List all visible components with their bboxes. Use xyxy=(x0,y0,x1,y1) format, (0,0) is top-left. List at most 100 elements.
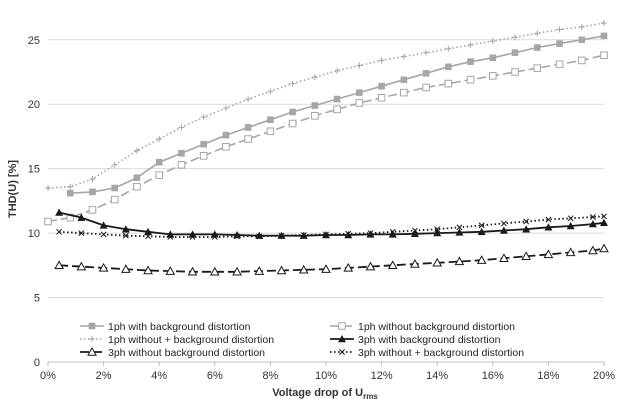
marker-triangle-open xyxy=(343,262,354,272)
marker-square-filled xyxy=(578,36,586,44)
marker-square-filled xyxy=(400,76,408,84)
legend-entry: 1ph without background distortion xyxy=(330,321,515,333)
marker-square-open xyxy=(88,206,97,214)
marker-square-filled xyxy=(489,54,497,62)
x-tick-label: 2% xyxy=(96,370,112,382)
marker-x xyxy=(78,230,85,237)
legend-label: 3ph with background distortion xyxy=(358,334,501,346)
marker-triangle-filled xyxy=(477,227,486,236)
marker-square-filled xyxy=(66,189,74,197)
marker-x xyxy=(367,230,374,237)
marker-triangle-open xyxy=(432,257,443,267)
series-line xyxy=(70,35,605,194)
legend-label: 1ph without background distortion xyxy=(358,321,515,333)
marker-square-open xyxy=(400,88,408,97)
x-tick-label: 14% xyxy=(426,370,448,382)
marker-square-filled xyxy=(356,89,363,96)
marker-x xyxy=(545,216,552,223)
marker-x xyxy=(478,222,485,229)
marker-plus xyxy=(356,62,363,69)
marker-triangle-open xyxy=(410,259,420,268)
y-tick-label: 15 xyxy=(28,164,40,176)
marker-plus xyxy=(267,88,274,95)
marker-x xyxy=(345,230,352,237)
marker-triangle-open xyxy=(298,264,309,274)
marker-plus xyxy=(512,34,519,41)
marker-x xyxy=(389,228,396,235)
marker-square-open xyxy=(177,161,186,169)
marker-square-open xyxy=(489,72,497,80)
marker-square-open xyxy=(577,56,586,65)
marker-square-open xyxy=(44,217,52,226)
marker-square-open xyxy=(311,112,319,120)
marker-square-filled xyxy=(445,63,452,71)
marker-triangle-open xyxy=(454,256,465,266)
marker-triangle-filled xyxy=(166,230,175,238)
marker-triangle-filled xyxy=(55,208,64,216)
marker-triangle-filled xyxy=(255,231,264,239)
marker-triangle-filled xyxy=(588,220,597,228)
legend: 1ph with background distortion 1ph withou… xyxy=(80,321,524,359)
marker-x xyxy=(278,232,285,239)
marker-square-open xyxy=(555,60,564,69)
marker-triangle-open xyxy=(87,346,97,356)
marker-plus xyxy=(178,124,185,131)
y-tick-label: 10 xyxy=(28,228,40,240)
series-group xyxy=(56,213,607,240)
marker-square-open xyxy=(155,171,163,179)
marker-triangle-filled xyxy=(99,221,108,229)
y-tick-label: 25 xyxy=(28,35,40,47)
x-tick-label: 0% xyxy=(40,370,56,382)
marker-square-filled xyxy=(311,102,319,109)
marker-x xyxy=(122,232,129,239)
marker-triangle-open xyxy=(209,266,220,276)
series-line xyxy=(59,215,605,238)
marker-square-filled xyxy=(289,108,296,116)
marker-square-open xyxy=(266,127,275,136)
marker-square-open xyxy=(533,64,542,72)
legend-entry: 3ph without + background distortion xyxy=(330,347,524,359)
marker-triangle-open xyxy=(165,266,176,275)
x-tick-label: 10% xyxy=(315,370,337,382)
marker-plus xyxy=(423,49,430,56)
x-tick-label: 8% xyxy=(262,370,278,382)
legend-entry: 1ph with background distortion xyxy=(80,321,251,333)
marker-triangle-filled xyxy=(600,218,608,226)
marker-x xyxy=(434,226,441,233)
marker-square-filled xyxy=(422,69,430,77)
marker-plus xyxy=(445,45,452,52)
marker-square-open xyxy=(288,119,297,128)
marker-x xyxy=(523,218,530,225)
marker-square-filled xyxy=(155,158,163,166)
marker-square-filled xyxy=(467,58,474,65)
marker-square-open xyxy=(511,68,519,76)
x-tick-label: 6% xyxy=(207,370,223,382)
marker-plus xyxy=(467,41,474,48)
marker-square-filled xyxy=(556,40,563,47)
marker-plus xyxy=(601,20,607,27)
gridlines xyxy=(48,39,604,299)
marker-square-filled xyxy=(511,49,519,56)
marker-triangle-open xyxy=(365,261,376,271)
marker-triangle-open xyxy=(187,266,198,276)
marker-plus xyxy=(489,38,496,45)
x-tick-labels: 0% 2% 4% 6% 8% 10% 12% 14% 16% 18% 20% xyxy=(40,362,615,382)
series-group xyxy=(45,20,607,191)
marker-triangle-open xyxy=(476,255,487,264)
marker-plus xyxy=(378,57,385,64)
marker-square-filled xyxy=(600,32,608,40)
marker-plus xyxy=(200,114,207,121)
marker-triangle-open xyxy=(588,245,598,255)
series-line xyxy=(47,54,605,223)
marker-triangle-filled xyxy=(121,225,130,233)
y-tick-label: 5 xyxy=(34,293,40,305)
marker-triangle-open xyxy=(387,260,398,270)
marker-triangle-open xyxy=(276,265,287,275)
legend-label: 3ph without background distortion xyxy=(108,347,265,359)
marker-triangle-open xyxy=(321,264,331,273)
marker-x xyxy=(167,234,174,240)
series-line xyxy=(58,211,605,237)
x-tick-label: 20% xyxy=(593,370,615,382)
x-axis-label: Voltage drop of Urms xyxy=(272,387,378,399)
marker-square-filled xyxy=(378,82,385,90)
